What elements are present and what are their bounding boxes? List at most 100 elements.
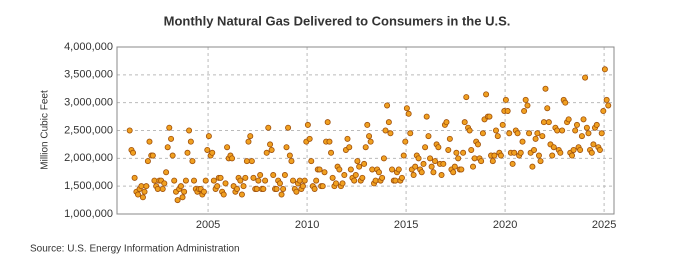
- data-point: [263, 149, 270, 156]
- data-point: [319, 183, 326, 190]
- data-point: [573, 121, 580, 128]
- data-point: [191, 177, 198, 184]
- data-point: [492, 127, 499, 134]
- data-point: [545, 119, 552, 126]
- data-point: [268, 146, 275, 153]
- data-point: [446, 135, 453, 142]
- data-point: [415, 155, 422, 162]
- data-point: [336, 166, 343, 173]
- data-point: [339, 180, 346, 187]
- data-point: [247, 133, 254, 140]
- data-point: [549, 152, 556, 159]
- data-point: [267, 141, 274, 148]
- data-point: [521, 108, 528, 115]
- data-point: [245, 138, 252, 145]
- data-point: [308, 158, 315, 165]
- marks: [126, 66, 612, 204]
- chart-title: Monthly Natural Gas Delivered to Consume…: [164, 13, 511, 28]
- data-point: [189, 158, 196, 165]
- data-point: [470, 163, 477, 170]
- data-point: [570, 146, 577, 153]
- data-point: [255, 177, 262, 184]
- data-point: [458, 166, 465, 173]
- data-point: [379, 174, 386, 181]
- data-point: [341, 172, 348, 179]
- y-tick-label: 1,500,000: [64, 180, 113, 192]
- data-point: [313, 177, 320, 184]
- data-point: [283, 144, 290, 151]
- data-point: [200, 188, 207, 195]
- data-point: [171, 177, 178, 184]
- data-point: [361, 160, 368, 167]
- data-point: [250, 174, 257, 181]
- data-point: [474, 141, 481, 148]
- data-point: [466, 127, 473, 134]
- data-point: [238, 191, 245, 198]
- data-point: [405, 110, 412, 117]
- data-point: [572, 127, 579, 134]
- data-point: [590, 141, 597, 148]
- data-point: [214, 183, 221, 190]
- data-point: [583, 124, 590, 131]
- data-point: [578, 133, 585, 140]
- data-point: [177, 183, 184, 190]
- data-point: [532, 135, 539, 142]
- data-point: [352, 172, 359, 179]
- x-tick-label: 2005: [196, 219, 220, 231]
- data-point: [585, 130, 592, 137]
- data-point: [293, 188, 300, 195]
- data-point: [542, 85, 549, 92]
- data-point: [299, 183, 306, 190]
- data-point: [141, 188, 148, 195]
- data-point: [281, 172, 288, 179]
- data-point: [304, 121, 311, 128]
- data-point: [428, 163, 435, 170]
- data-point: [210, 177, 217, 184]
- data-point: [385, 119, 392, 126]
- data-point: [483, 91, 490, 98]
- data-point: [557, 149, 564, 156]
- data-point: [253, 185, 260, 192]
- data-point: [301, 177, 308, 184]
- data-point: [403, 105, 410, 112]
- data-point: [151, 177, 158, 184]
- data-point: [384, 102, 391, 109]
- data-point: [499, 121, 506, 128]
- data-point: [248, 158, 255, 165]
- data-point: [422, 144, 429, 151]
- data-point: [601, 66, 608, 73]
- grid: 1,000,000 1,500,000 2,000,000 2,500,000 3,00…: [64, 41, 616, 231]
- plot-frame: [116, 46, 615, 215]
- data-point: [169, 152, 176, 159]
- data-point: [562, 99, 569, 106]
- data-point: [168, 135, 175, 142]
- data-point: [159, 185, 166, 192]
- data-point: [262, 177, 269, 184]
- data-point: [149, 152, 156, 159]
- data-point: [540, 119, 547, 126]
- data-point: [380, 155, 387, 162]
- data-point: [240, 183, 247, 190]
- data-point: [418, 169, 425, 176]
- y-tick-label: 4,000,000: [64, 41, 113, 53]
- data-point: [351, 177, 358, 184]
- data-point: [460, 149, 467, 156]
- data-point: [354, 158, 361, 165]
- data-point: [451, 163, 458, 170]
- data-point: [517, 149, 524, 156]
- data-point: [181, 188, 188, 195]
- data-point: [202, 177, 209, 184]
- data-point: [511, 149, 518, 156]
- data-point: [445, 146, 452, 153]
- data-point: [529, 163, 536, 170]
- data-point: [347, 166, 354, 173]
- data-point: [179, 194, 186, 201]
- data-point: [130, 149, 137, 156]
- data-point: [491, 152, 498, 159]
- data-point: [233, 185, 240, 192]
- data-point: [478, 158, 485, 165]
- data-point: [306, 135, 313, 142]
- y-tick-label: 2,500,000: [64, 124, 113, 136]
- data-point: [479, 130, 486, 137]
